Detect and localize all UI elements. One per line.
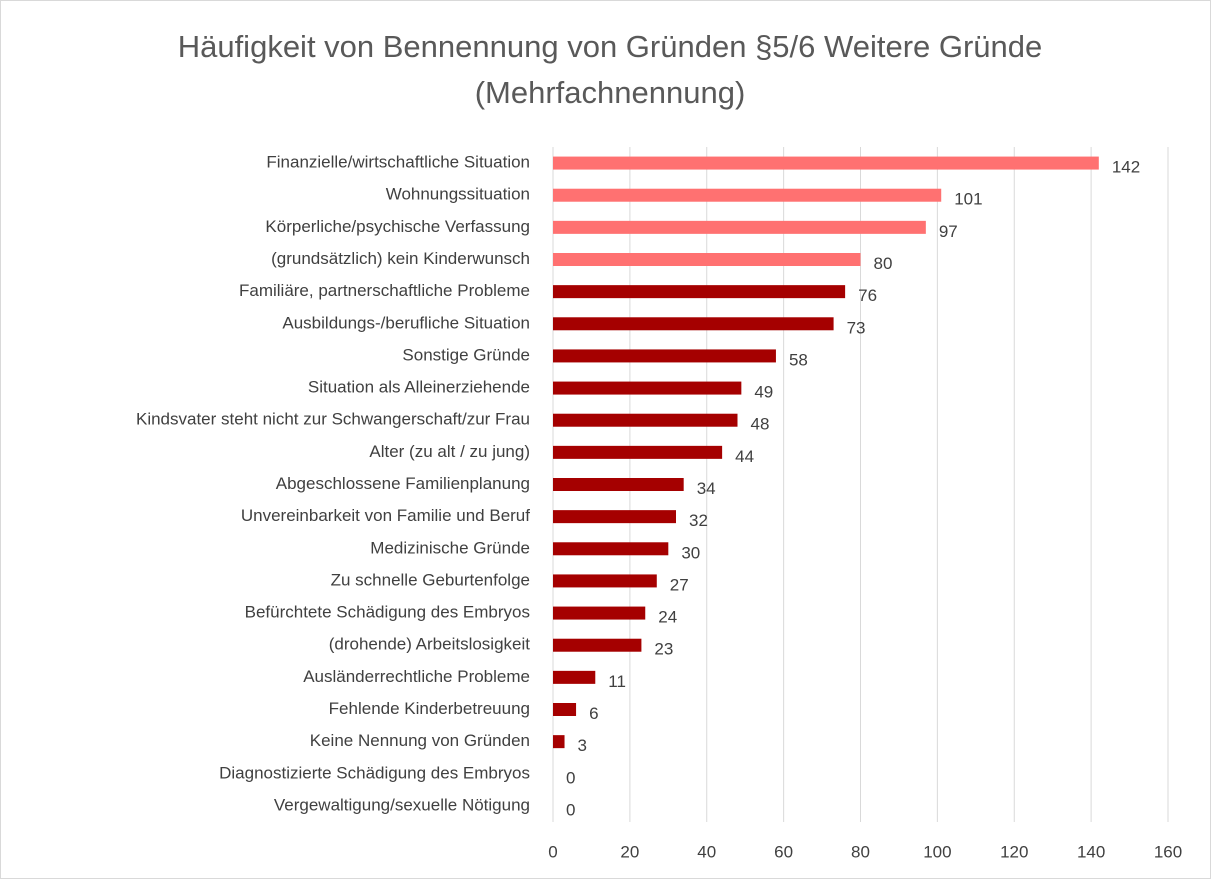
y-tick-label: Ausbildungs-/berufliche Situation	[282, 313, 530, 332]
bar	[553, 542, 669, 556]
x-tick-label: 100	[923, 842, 951, 861]
bar	[553, 478, 684, 491]
value-label: 58	[789, 350, 808, 369]
value-label: 97	[939, 222, 958, 241]
y-tick-label: Körperliche/psychische Verfassung	[265, 217, 530, 236]
value-label: 6	[589, 704, 598, 723]
y-tick-label: Alter (zu alt / zu jung)	[369, 442, 530, 461]
bar	[553, 285, 846, 299]
y-tick-label: (drohende) Arbeitslosigkeit	[329, 635, 531, 654]
y-tick-label: Diagnostizierte Schädigung des Embryos	[219, 763, 530, 782]
value-label: 48	[751, 415, 770, 434]
value-label: 76	[858, 286, 877, 305]
x-tick-label: 80	[851, 842, 870, 861]
value-label: 0	[566, 768, 575, 787]
bar	[553, 220, 926, 234]
bar	[553, 510, 676, 524]
chart-title: Häufigkeit von Bennennung von Gründen §5…	[177, 29, 1043, 110]
value-label: 27	[670, 575, 689, 594]
bar	[553, 349, 776, 363]
value-label: 23	[654, 640, 673, 659]
y-tick-label: Fehlende Kinderbetreuung	[329, 699, 530, 718]
x-tick-label: 40	[697, 842, 716, 861]
y-tick-label: Situation als Alleinerziehende	[308, 378, 530, 397]
bar	[553, 574, 657, 588]
y-tick-label: Vergewaltigung/sexuelle Nötigung	[274, 795, 530, 814]
value-label: 80	[874, 254, 893, 273]
x-tick-label: 60	[774, 842, 793, 861]
x-tick-label: 140	[1077, 842, 1105, 861]
y-tick-label: Wohnungssituation	[386, 185, 530, 204]
value-label: 49	[754, 383, 773, 402]
value-label: 32	[689, 511, 708, 530]
value-label: 30	[681, 543, 700, 562]
value-label: 44	[735, 447, 754, 466]
y-tick-label: Keine Nennung von Gründen	[310, 731, 530, 750]
y-tick-label: Zu schnelle Geburtenfolge	[331, 570, 530, 589]
bar	[553, 156, 1099, 170]
x-tick-label: 120	[1000, 842, 1028, 861]
y-tick-label: Unvereinbarkeit von Familie und Beruf	[241, 506, 530, 525]
value-label: 73	[847, 318, 866, 337]
bar	[553, 188, 942, 202]
value-label: 0	[566, 800, 575, 819]
value-label: 101	[954, 190, 982, 209]
bar	[553, 413, 738, 427]
y-tick-label: Befürchtete Schädigung des Embryos	[245, 603, 530, 622]
bar	[553, 317, 834, 331]
bar	[553, 670, 596, 684]
bar	[553, 445, 723, 459]
bar	[553, 606, 646, 620]
y-tick-label: Finanzielle/wirtschaftliche Situation	[266, 153, 530, 172]
value-label: 34	[697, 479, 716, 498]
x-tick-label: 20	[620, 842, 639, 861]
bar	[553, 735, 565, 749]
value-label: 11	[608, 672, 626, 691]
bar	[553, 253, 861, 266]
y-tick-label: (grundsätzlich) kein Kinderwunsch	[271, 249, 530, 268]
value-label: 24	[658, 608, 677, 627]
y-tick-label: Abgeschlossene Familienplanung	[276, 474, 530, 493]
bar	[553, 638, 642, 652]
y-tick-label: Familiäre, partnerschaftliche Probleme	[239, 281, 530, 300]
value-label: 3	[578, 736, 587, 755]
value-label: 142	[1112, 158, 1140, 177]
bar	[553, 381, 742, 395]
y-tick-label: Medizinische Gründe	[370, 538, 530, 557]
y-tick-label: Sonstige Gründe	[402, 345, 530, 364]
x-tick-label: 0	[548, 842, 557, 861]
y-tick-label: Ausländerrechtliche Probleme	[303, 667, 530, 686]
y-tick-label: Kindsvater steht nicht zur Schwangerscha…	[136, 410, 530, 429]
x-tick-label: 160	[1154, 842, 1182, 861]
bar	[553, 703, 577, 716]
